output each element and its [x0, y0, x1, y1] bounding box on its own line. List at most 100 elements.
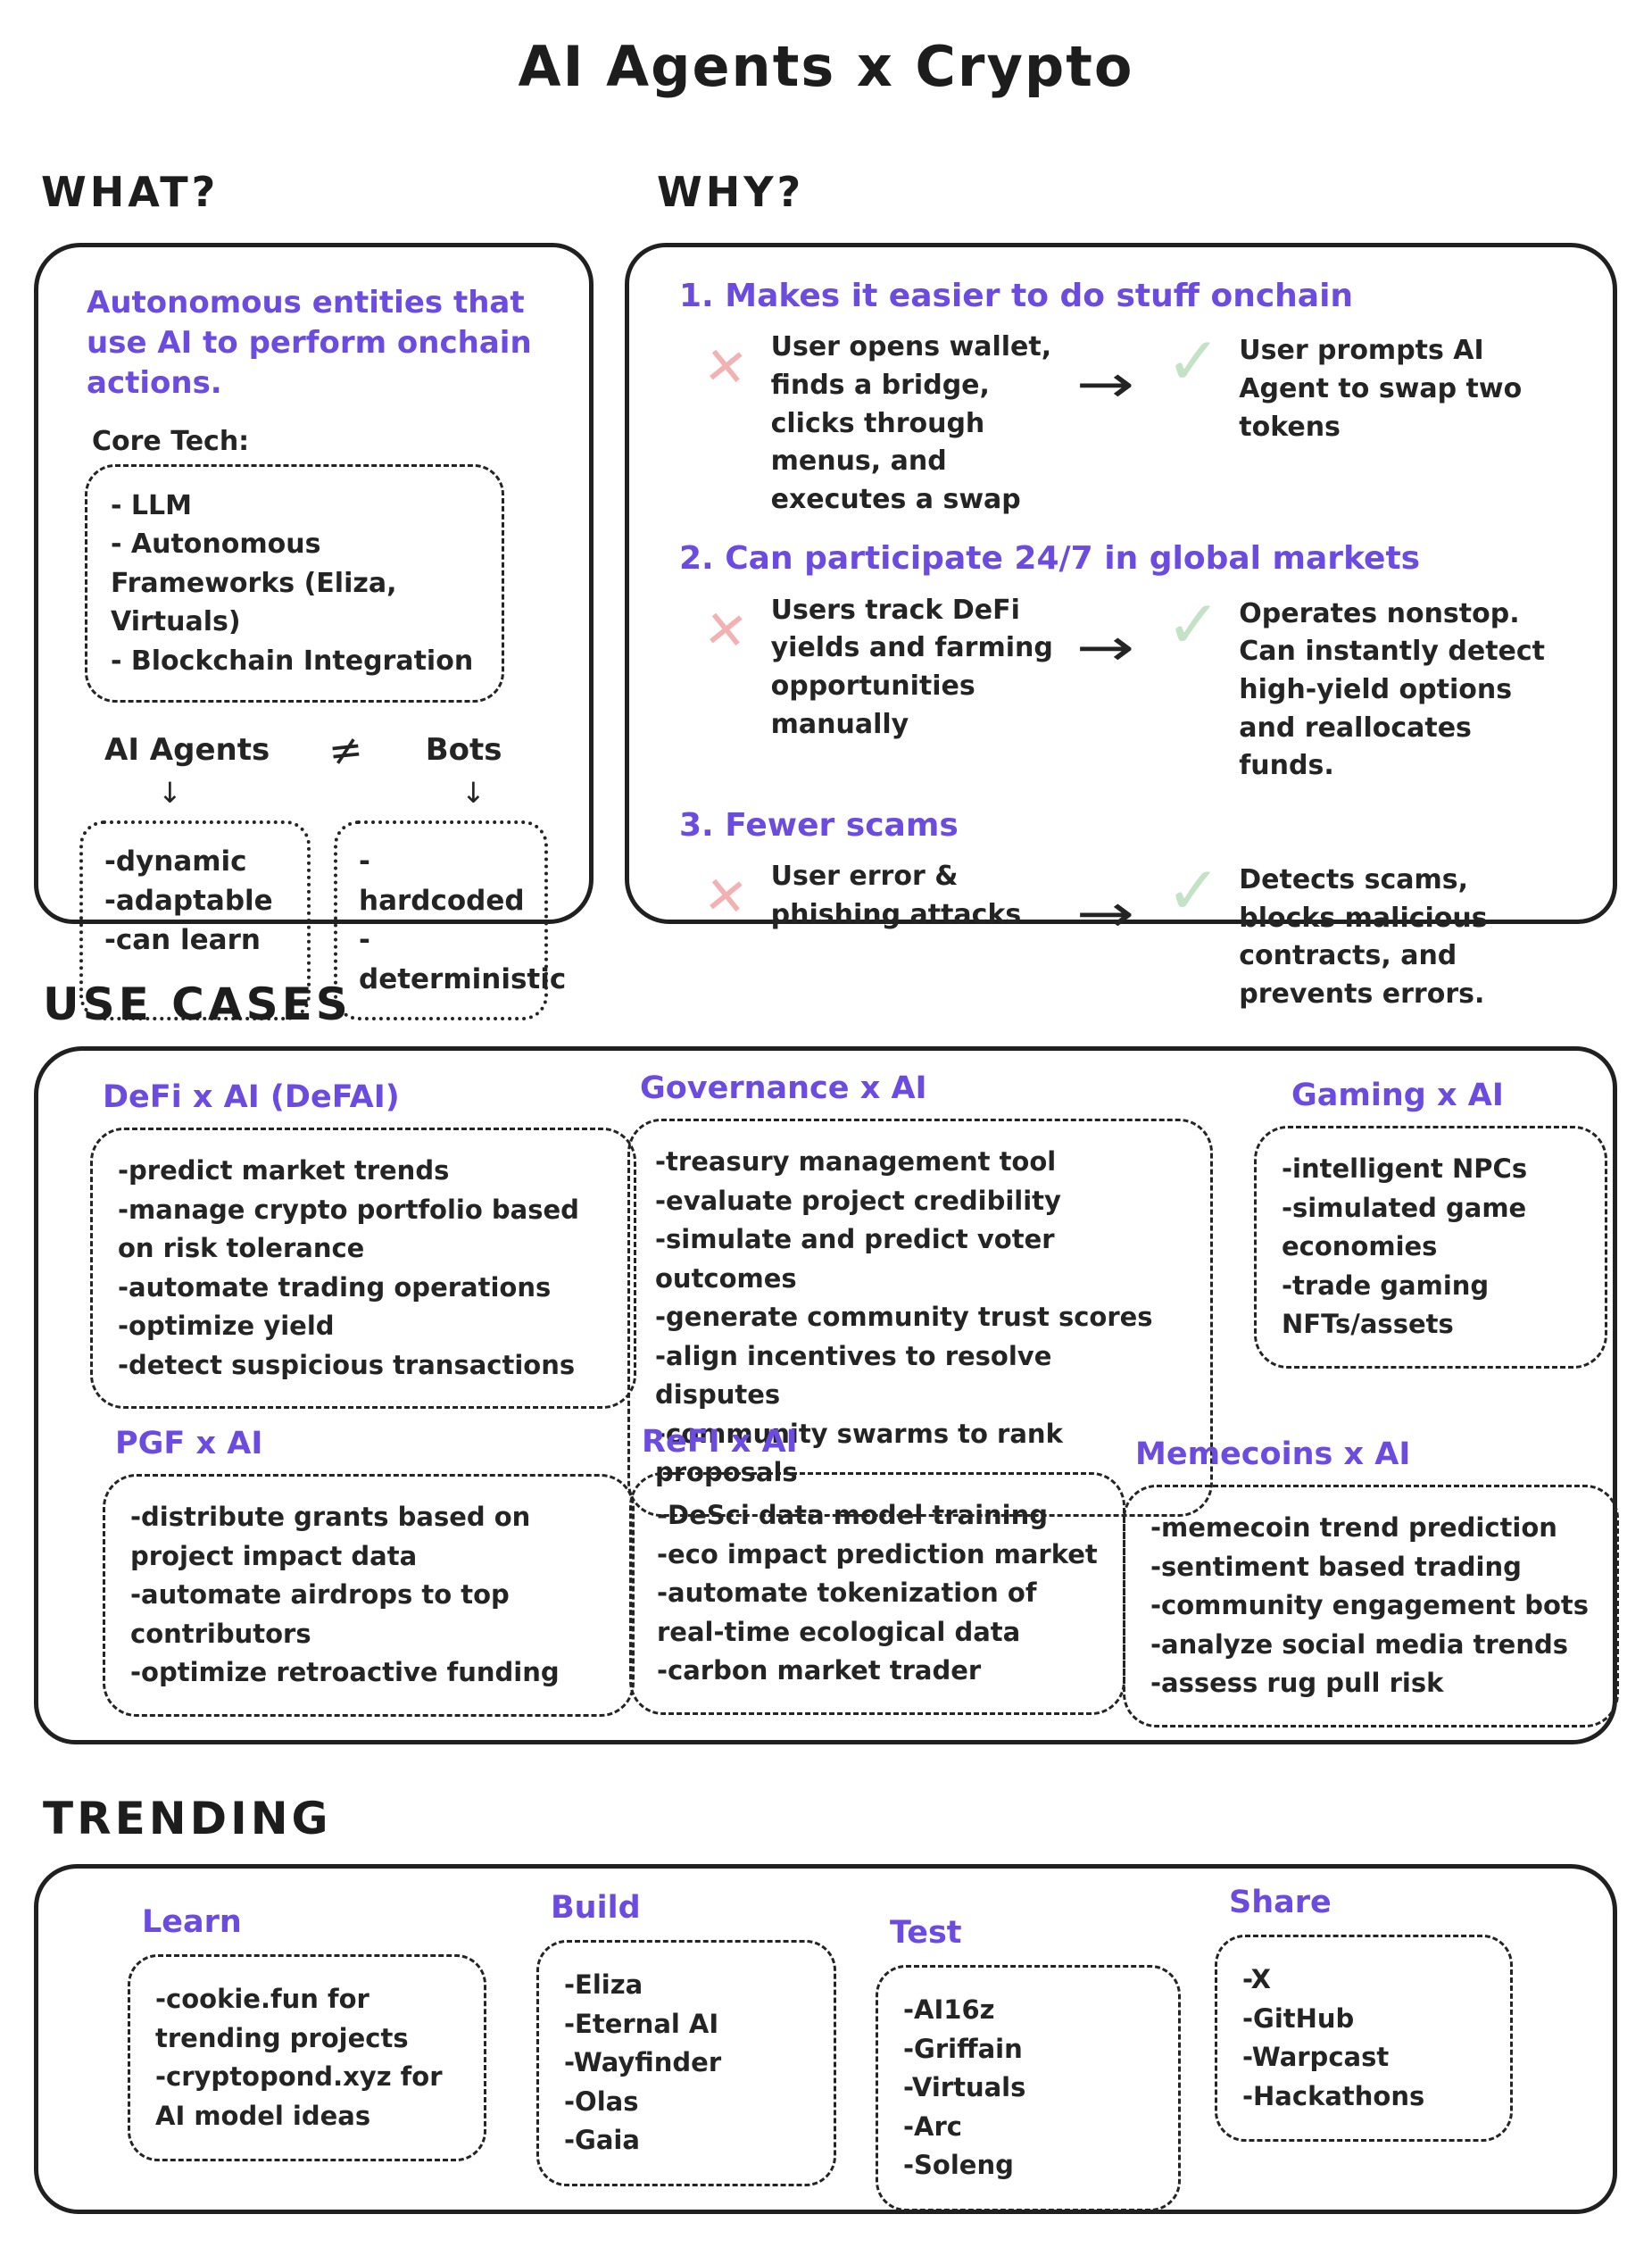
use-case-item: -simulated game economies — [1282, 1192, 1527, 1262]
use-case-heading: PGF x AI — [115, 1426, 263, 1461]
agent-trait: -can learn — [104, 924, 261, 957]
use-case-list-box: -distribute grants based on project impa… — [103, 1474, 635, 1717]
trending-heading: Build — [551, 1890, 641, 1926]
core-tech-item: - Blockchain Integration — [111, 645, 474, 677]
use-case-group-gaming: Gaming x AI -intelligent NPCs -simulated… — [1254, 1078, 1607, 1369]
bots-traits-box: -hardcoded -deterministic — [334, 820, 567, 1021]
why-point-heading: 2. Can participate 24/7 in global market… — [679, 540, 1421, 578]
use-case-item: -community engagement bots — [1150, 1590, 1590, 1620]
trending-group-share: Share -X -GitHub -Warpcast -Hackathons — [1215, 1885, 1513, 2142]
good-case-text: User prompts AI Agent to swap two tokens — [1239, 335, 1523, 443]
cross-icon: ✕ — [701, 335, 751, 400]
use-case-item: -manage crypto portfolio based on risk t… — [118, 1194, 579, 1264]
why-comparison-row: ✕ Users track DeFi yields and farming op… — [679, 592, 1563, 786]
trending-item: -Olas — [564, 2085, 639, 2117]
use-cases-section-header: USE CASES — [43, 978, 352, 1030]
trending-item: -Warpcast — [1242, 2042, 1390, 2072]
why-comparison-row: ✕ User opens wallet, finds a bridge, cli… — [679, 329, 1563, 519]
trending-list-box: -X -GitHub -Warpcast -Hackathons — [1215, 1935, 1513, 2142]
trending-item: -Wayfinder — [564, 2047, 722, 2077]
use-case-item: -distribute grants based on project impa… — [130, 1502, 531, 1571]
use-case-item: -eco impact prediction market — [657, 1538, 1098, 1569]
use-case-list-box: -predict market trends -manage crypto po… — [90, 1128, 636, 1409]
check-icon: ✓ — [1166, 323, 1222, 401]
use-case-list-box: -DeSci data model training -eco impact p… — [629, 1472, 1125, 1715]
trending-group-learn: Learn -cookie.fun for trending projects … — [128, 1904, 486, 2161]
use-case-item: -assess rug pull risk — [1150, 1668, 1444, 1698]
trending-box: Learn -cookie.fun for trending projects … — [34, 1864, 1617, 2214]
bot-trait: -deterministic — [359, 924, 567, 996]
trending-group-test: Test -AI16z -Griffain -Virtuals -Arc -So… — [876, 1915, 1181, 2211]
bot-trait: -hardcoded — [359, 845, 525, 918]
agents-vs-bots-row: AI Agents ≠ Bots — [104, 724, 539, 777]
use-case-heading: Gaming x AI — [1291, 1078, 1504, 1113]
good-case-text: Detects scams, blocks malicious contract… — [1239, 864, 1488, 1010]
use-case-heading: Memecoins x AI — [1135, 1436, 1411, 1472]
cross-icon: ✕ — [701, 863, 751, 929]
core-tech-label: Core Tech: — [92, 425, 250, 457]
use-case-item: -simulate and predict voter outcomes — [655, 1224, 1055, 1294]
use-case-item: -automate trading operations — [118, 1271, 552, 1303]
core-tech-item: - Autonomous Frameworks (Eliza, Virtuals… — [111, 529, 397, 638]
trending-item: -AI16z — [903, 1994, 995, 2025]
why-comparison-row: ✕ User error & phishing attacks → ✓ Dete… — [679, 858, 1563, 1013]
use-case-item: -sentiment based trading — [1150, 1551, 1522, 1582]
trending-heading: Test — [890, 1915, 962, 1951]
use-case-item: -detect suspicious transactions — [118, 1349, 576, 1380]
trending-item: -Gaia — [564, 2125, 640, 2155]
core-tech-item: - LLM — [111, 489, 192, 521]
use-case-item: -community swarms to rank proposals — [655, 1418, 1063, 1488]
use-case-item: -memecoin trend prediction — [1150, 1512, 1557, 1543]
bad-case-text: Users track DeFi yields and farming oppo… — [770, 594, 1053, 740]
use-case-item: -optimize retroactive funding — [130, 1657, 560, 1687]
use-case-heading: ReFI x AI — [642, 1424, 798, 1460]
use-case-list-box: -memecoin trend prediction -sentiment ba… — [1123, 1485, 1619, 1727]
down-arrow-icon: ↓ — [461, 776, 486, 811]
right-arrow-icon: → — [1075, 354, 1134, 415]
why-section-header: WHY? — [657, 168, 805, 216]
use-case-group-governance: Governance x AI -treasury management too… — [627, 1070, 1213, 1517]
why-point-heading: 1. Makes it easier to do stuff onchain — [679, 278, 1354, 314]
use-case-item: -evaluate project credibility — [655, 1185, 1061, 1216]
use-case-item: -generate community trust scores — [655, 1302, 1153, 1332]
comparison-boxes: -dynamic -adaptable -can learn -hardcode… — [79, 820, 567, 1021]
trending-item: -GitHub — [1242, 2002, 1355, 2034]
cross-icon: ✕ — [701, 597, 751, 663]
trending-heading: Learn — [142, 1904, 242, 1940]
right-arrow-icon: → — [1075, 616, 1134, 678]
use-case-item: -analyze social media trends — [1150, 1628, 1568, 1660]
page-title: AI Agents x Crypto — [518, 34, 1134, 99]
bad-case-text: User opens wallet, finds a bridge, click… — [770, 331, 1052, 515]
use-case-group-memecoins: Memecoins x AI -memecoin trend predictio… — [1123, 1436, 1619, 1727]
trending-item: -cookie.fun for trending projects — [155, 1984, 409, 2053]
trending-item: -Eternal AI — [564, 2008, 719, 2039]
check-icon: ✓ — [1166, 853, 1222, 930]
trending-list-box: -Eliza -Eternal AI -Wayfinder -Olas -Gai… — [536, 1940, 836, 2186]
use-case-group-pgf: PGF x AI -distribute grants based on pro… — [103, 1426, 635, 1717]
use-case-item: -intelligent NPCs — [1282, 1153, 1528, 1184]
use-case-heading: DeFi x AI (DeFAI) — [103, 1079, 400, 1115]
core-tech-box: - LLM - Autonomous Frameworks (Eliza, Vi… — [85, 463, 504, 703]
use-case-item: -treasury management tool — [655, 1146, 1057, 1177]
trending-item: -Hackathons — [1242, 2080, 1425, 2111]
use-case-item: -trade gaming NFTs/assets — [1282, 1270, 1490, 1340]
use-case-item: -predict market trends — [118, 1155, 450, 1186]
trending-item: -Arc — [903, 2110, 962, 2142]
not-equal-icon: ≠ — [326, 724, 366, 777]
trending-item: -Eliza — [564, 1969, 643, 2000]
trending-list-box: -cookie.fun for trending projects -crypt… — [128, 1954, 486, 2161]
ai-agents-label: AI Agents — [104, 732, 270, 769]
ai-agents-traits-box: -dynamic -adaptable -can learn — [79, 820, 311, 1021]
right-arrow-icon: → — [1075, 883, 1134, 945]
down-arrow-icon: ↓ — [158, 776, 182, 811]
use-case-heading: Governance x AI — [640, 1070, 927, 1106]
good-case-text: Operates nonstop. Can instantly detect h… — [1239, 597, 1546, 782]
trending-item: -cryptopond.xyz for AI model ideas — [155, 2061, 443, 2131]
use-case-item: -automate tokenization of real-time ecol… — [657, 1578, 1037, 1647]
trending-item: -X — [1242, 1964, 1272, 1994]
why-point-2: 2. Can participate 24/7 in global market… — [679, 540, 1563, 785]
use-case-item: -optimize yield — [118, 1311, 335, 1341]
trending-item: -Soleng — [903, 2150, 1014, 2180]
use-case-item: -DeSci data model training — [657, 1500, 1049, 1530]
what-box: Autonomous entities that use AI to perfo… — [34, 243, 594, 1021]
